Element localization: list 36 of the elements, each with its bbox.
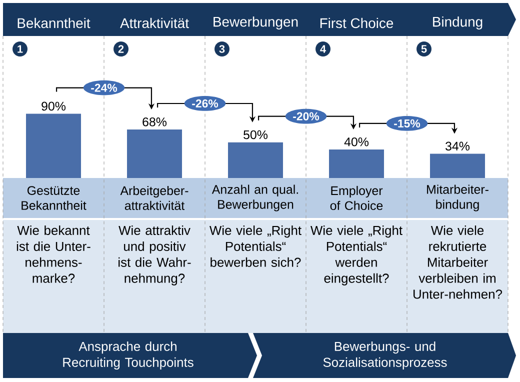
text: Wie viele rekrutierte Mitarbeiter verbleiben im Unter-nehmen? <box>414 226 502 299</box>
text: -24% <box>91 84 118 92</box>
x-tick-label: Employer of Choice <box>330 186 383 210</box>
text: Bindung <box>433 16 482 30</box>
x-tick-label: Gestützte Bekanntheit <box>22 186 86 210</box>
text: 2 <box>118 45 124 53</box>
text: Attraktivität <box>120 18 189 28</box>
text: First Choice <box>320 18 394 28</box>
x-tick-label: Anzahl an qual. Bewerbungen <box>212 184 298 212</box>
text: 4 <box>320 45 326 53</box>
text: Wie attraktiv und positiv ist die Wahr-nehmung? <box>118 226 191 286</box>
data-label: 68% <box>142 117 167 126</box>
text: Bewerbungen <box>214 16 298 30</box>
bar <box>26 114 82 178</box>
text: Ansprache durch Recruiting Touchpoints <box>63 341 194 370</box>
text: -26% <box>192 99 218 108</box>
bar <box>430 154 486 178</box>
text: Bekanntheit <box>18 18 90 28</box>
text: Bewerbungs- und Sozialisationsprozess <box>323 341 447 370</box>
text: Wie bekannt ist die Unter-nehmens-marke? <box>16 226 90 283</box>
data-label: 40% <box>344 137 369 146</box>
x-tick-label: Mitarbeiter-bindung <box>427 184 488 212</box>
data-label: 50% <box>244 130 268 140</box>
annotation: -20% <box>293 112 320 120</box>
data-label: 90% <box>42 102 66 111</box>
x-tick-label: Arbeitgeber-attraktivität <box>120 186 188 210</box>
text: Wie viele „Right Potentials“ werden eingestellt? <box>310 226 402 286</box>
text: Wie viele „Right Potentials“ bewerben sich? <box>210 226 302 267</box>
bar <box>329 149 384 178</box>
data-label: 34% <box>446 142 470 151</box>
bar <box>127 129 182 178</box>
text: 1 <box>18 45 23 53</box>
text: 3 <box>219 45 225 53</box>
text: 5 <box>421 45 427 53</box>
annotation: -15% <box>394 119 420 128</box>
bar <box>228 142 284 178</box>
